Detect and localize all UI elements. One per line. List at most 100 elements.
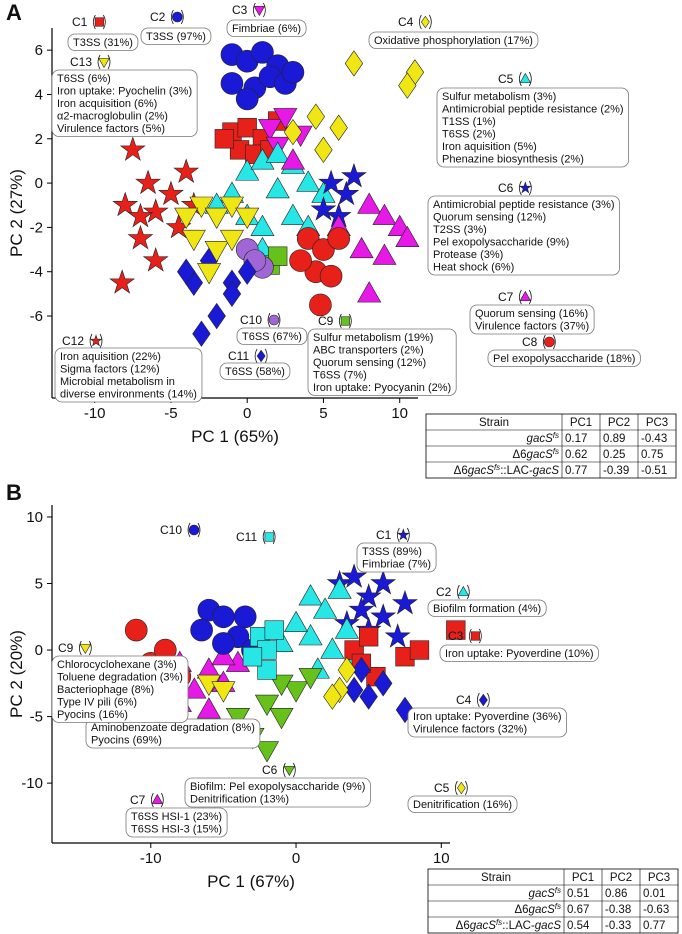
point	[320, 637, 345, 659]
point	[298, 624, 323, 646]
point	[359, 627, 379, 647]
table-cell: 0.75	[641, 449, 663, 461]
point	[197, 263, 222, 285]
point	[273, 108, 298, 130]
paren	[396, 527, 410, 543]
point	[395, 696, 415, 724]
point	[384, 623, 411, 648]
annotation-text: Denitrification (13%)	[190, 794, 289, 806]
cluster-label: C9	[318, 314, 334, 328]
point	[182, 677, 207, 699]
point	[357, 192, 382, 214]
y-tick-label: -2	[30, 219, 43, 236]
point	[333, 180, 360, 206]
paren	[187, 522, 201, 538]
cluster-label: C7	[498, 290, 514, 304]
box	[427, 599, 547, 617]
paren	[476, 692, 490, 708]
cluster-label: C10	[240, 313, 262, 327]
y-tick-label: 0	[35, 175, 43, 192]
cluster-label: C9	[58, 641, 74, 655]
point	[127, 202, 154, 228]
cluster-label: C2	[150, 10, 166, 24]
point	[222, 280, 242, 308]
point	[341, 563, 368, 588]
legend-icon	[470, 631, 480, 641]
point	[207, 302, 226, 330]
point	[142, 247, 169, 272]
legend-icon	[151, 793, 164, 805]
annotation-text: Denitrification (16%)	[413, 799, 512, 811]
paren	[170, 9, 184, 25]
annotation-text: T6SS (6%)	[57, 73, 111, 85]
point	[219, 229, 245, 252]
point	[258, 119, 283, 141]
box	[51, 69, 198, 137]
paren	[456, 584, 470, 600]
annotation-text: Fimbriae (7%)	[362, 559, 431, 571]
point	[242, 647, 263, 667]
point	[204, 207, 229, 230]
cluster-label: C3	[232, 3, 248, 17]
strain-part: Δ6	[514, 904, 528, 916]
point	[212, 632, 235, 655]
point	[264, 620, 284, 640]
annotation-text: Pyocins (69%)	[91, 735, 162, 747]
point	[296, 170, 321, 192]
paren	[418, 14, 432, 30]
strain: Δ6gacSfs::LAC-gacS	[456, 918, 562, 933]
annotation-text: T6SS (7%)	[313, 370, 367, 382]
annotation-box: Aminobenzoate degradation (8%)Pyocins (6…	[85, 718, 261, 749]
point	[344, 676, 364, 704]
annotation-text: T3SS (31%)	[73, 37, 133, 49]
legend-icon	[264, 532, 274, 542]
annotation-text: T3SS (97%)	[146, 31, 206, 43]
y-tick-label: 10	[26, 509, 43, 526]
annotation-text: Chlorocyclohexane (3%)	[57, 659, 177, 671]
point	[211, 681, 236, 703]
annotation-box: T6SS (58%)	[219, 362, 291, 380]
cluster-label: C1	[72, 15, 88, 29]
point	[257, 660, 277, 680]
paren	[282, 762, 296, 778]
annotation-text: Sulfur metabolism (19%)	[313, 332, 433, 344]
annotation-text: Phenazine biosynthesis (2%)	[442, 154, 584, 166]
annotation-text: T6SS HSI-1 (23%)	[131, 811, 222, 823]
box	[51, 655, 189, 723]
annotation-text: Protease (3%)	[433, 249, 503, 261]
annotation-text: Pel exopolysaccharide (18%)	[493, 353, 635, 365]
annotation-text: Antimicrobial peptide resistance (2%)	[442, 104, 624, 116]
x-tick-label: -5	[164, 405, 177, 422]
table-cell: -0.39	[603, 465, 629, 477]
legend-icon	[519, 72, 532, 84]
point	[119, 136, 146, 161]
point	[374, 670, 393, 697]
legend-icon	[79, 643, 92, 655]
annotation-box: Iron uptake: Pyoverdine (36%)Virulence f…	[407, 707, 567, 738]
annotation-text: diverse environments (14%)	[60, 389, 197, 401]
annotation-text: T6SS (2%)	[442, 129, 496, 141]
point	[233, 605, 257, 629]
strain-part: gacS	[535, 920, 562, 932]
point	[177, 258, 196, 285]
point	[204, 241, 229, 263]
box	[226, 19, 307, 37]
table-cell: 0.01	[643, 888, 665, 900]
table-cell: 0.62	[565, 449, 587, 461]
panel-label: B	[6, 480, 22, 505]
point	[142, 198, 169, 223]
point	[395, 225, 420, 248]
annotation-text: T6SS HSI-3 (15%)	[131, 824, 222, 836]
cluster-label: C5	[498, 72, 514, 86]
x-tick-label: -10	[84, 405, 106, 422]
point	[370, 569, 397, 595]
annotation-text: Oxidative phosphorylation (17%)	[374, 35, 533, 47]
point	[196, 697, 221, 719]
point	[306, 103, 325, 130]
legend-icon	[172, 11, 183, 23]
x-tick-label: 10	[433, 850, 450, 867]
legend-icon	[519, 290, 532, 302]
paren	[518, 71, 532, 87]
